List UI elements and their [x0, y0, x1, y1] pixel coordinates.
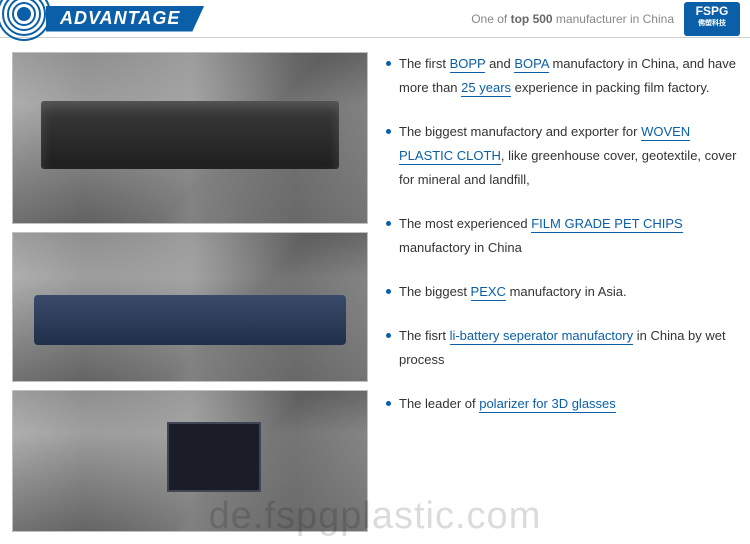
underlined-term: BOPP: [450, 56, 486, 73]
factory-image-1: [12, 52, 368, 224]
content-row: The first BOPP and BOPA manufactory in C…: [0, 38, 750, 544]
bullet-text-segment: The first: [399, 56, 450, 71]
bullet-list: The first BOPP and BOPA manufactory in C…: [386, 52, 738, 532]
bullet-text-segment: The most experienced: [399, 216, 531, 231]
bullet-text-segment: and: [485, 56, 514, 71]
underlined-term: FILM GRADE PET CHIPS: [531, 216, 682, 233]
bullet-dot-icon: [386, 61, 391, 66]
bullet-item: The fisrt li-battery seperator manufacto…: [386, 324, 738, 372]
bullet-text-segment: experience in packing film factory.: [511, 80, 709, 95]
factory-image-3: [12, 390, 368, 532]
underlined-term: PEXC: [471, 284, 506, 301]
bullet-text: The leader of polarizer for 3D glasses: [399, 392, 738, 416]
bullet-text: The fisrt li-battery seperator manufacto…: [399, 324, 738, 372]
subtitle-pre: One of: [471, 12, 510, 26]
underlined-term: BOPA: [514, 56, 548, 73]
bullet-text: The biggest manufactory and exporter for…: [399, 120, 738, 192]
bullet-text-segment: The fisrt: [399, 328, 450, 343]
bullet-dot-icon: [386, 129, 391, 134]
underlined-term: polarizer for 3D glasses: [479, 396, 616, 413]
bullet-text-segment: manufactory in China: [399, 240, 522, 255]
header-bar: ADVANTAGE One of top 500 manufacturer in…: [0, 0, 750, 38]
bullet-dot-icon: [386, 289, 391, 294]
bullet-text-segment: The biggest: [399, 284, 471, 299]
factory-image-2: [12, 232, 368, 382]
fspg-logo-cn: 佛塑科技: [684, 20, 740, 28]
bullet-text: The first BOPP and BOPA manufactory in C…: [399, 52, 738, 100]
underlined-term: 25 years: [461, 80, 511, 97]
section-title: ADVANTAGE: [46, 6, 204, 32]
fspg-logo-text: FSPG: [696, 4, 729, 18]
underlined-term: li-battery seperator manufactory: [450, 328, 634, 345]
bullet-item: The biggest manufactory and exporter for…: [386, 120, 738, 192]
bullet-item: The most experienced FILM GRADE PET CHIP…: [386, 212, 738, 260]
bullet-item: The biggest PEXC manufactory in Asia.: [386, 280, 738, 304]
bullet-dot-icon: [386, 333, 391, 338]
subtitle-post: manufacturer in China: [553, 12, 674, 26]
ring-logo-icon: [0, 0, 52, 42]
bullet-text-segment: manufactory in Asia.: [506, 284, 627, 299]
bullet-item: The leader of polarizer for 3D glasses: [386, 392, 738, 416]
title-group: ADVANTAGE: [0, 0, 204, 37]
fspg-logo: FSPG 佛塑科技: [684, 2, 740, 36]
bullet-text: The biggest PEXC manufactory in Asia.: [399, 280, 738, 304]
bullet-dot-icon: [386, 221, 391, 226]
subtitle-bold: top 500: [511, 12, 553, 26]
bullet-text: The most experienced FILM GRADE PET CHIP…: [399, 212, 738, 260]
image-column: [12, 52, 368, 532]
bullet-item: The first BOPP and BOPA manufactory in C…: [386, 52, 738, 100]
bullet-text-segment: The leader of: [399, 396, 479, 411]
header-subtitle: One of top 500 manufacturer in China: [471, 12, 674, 26]
bullet-text-segment: The biggest manufactory and exporter for: [399, 124, 641, 139]
bullet-dot-icon: [386, 401, 391, 406]
